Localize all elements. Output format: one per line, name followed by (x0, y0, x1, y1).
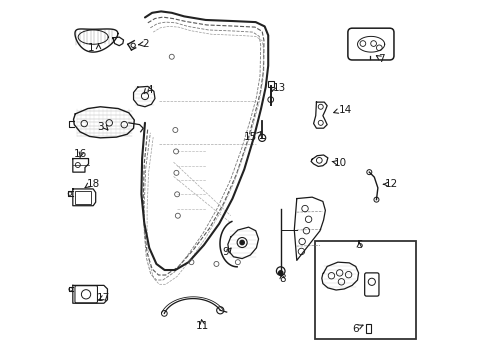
Text: 8: 8 (280, 274, 286, 284)
Text: 14: 14 (339, 105, 352, 115)
Circle shape (240, 240, 245, 245)
Text: 13: 13 (273, 83, 286, 93)
Text: 2: 2 (143, 39, 149, 49)
Bar (315, 241, 416, 339)
Text: 5: 5 (356, 240, 363, 250)
Text: 11: 11 (196, 321, 209, 332)
Text: 7: 7 (378, 54, 385, 64)
Text: 16: 16 (74, 149, 87, 159)
Bar (75, 191, 92, 204)
Bar (367, 324, 371, 333)
Text: 10: 10 (334, 158, 347, 168)
Text: 18: 18 (87, 179, 100, 189)
Text: 9: 9 (223, 247, 229, 257)
Circle shape (279, 271, 283, 275)
Text: 6: 6 (352, 324, 359, 334)
Text: 17: 17 (98, 293, 111, 303)
Text: 12: 12 (385, 179, 398, 189)
Text: 1: 1 (88, 43, 95, 53)
Text: 15: 15 (244, 132, 257, 142)
Text: 4: 4 (147, 85, 153, 95)
Text: 3: 3 (97, 122, 104, 132)
Bar (268, 81, 273, 87)
